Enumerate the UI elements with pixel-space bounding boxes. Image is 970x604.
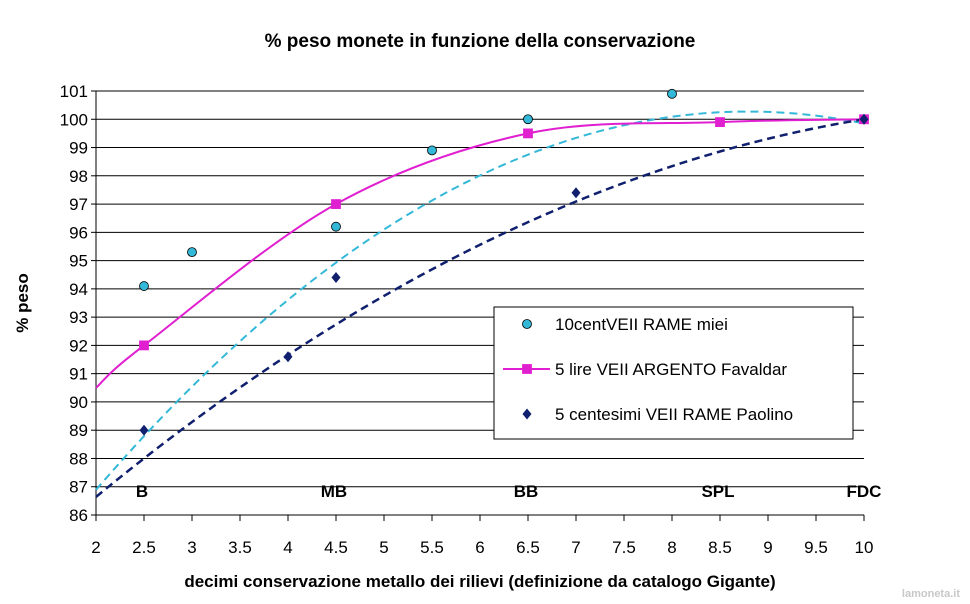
- x-tick-label: 6: [475, 538, 484, 557]
- chart-title: % peso monete in funzione della conserva…: [265, 31, 696, 52]
- x-tick-label: 5.5: [420, 538, 444, 557]
- legend: 10centVEII RAME miei 5 lire VEII ARGENTO …: [493, 306, 854, 440]
- x-tick-label: 8.5: [708, 538, 732, 557]
- y-tick-label: 94: [69, 280, 88, 299]
- grade-label: MB: [321, 482, 347, 501]
- data-point: [139, 281, 149, 291]
- y-axis-label: % peso: [13, 273, 32, 333]
- x-tick-label: 7: [571, 538, 580, 557]
- trend-line: [95, 110, 865, 491]
- x-tick-label: 2: [91, 538, 100, 557]
- y-tick-label: 92: [69, 336, 88, 355]
- x-tick-label: 7.5: [612, 538, 636, 557]
- watermark: lamoneta.it: [902, 588, 960, 600]
- legend-swatch: [522, 319, 532, 329]
- legend-box: [493, 306, 854, 440]
- series-line: [95, 118, 865, 389]
- data-point: [331, 221, 341, 232]
- data-point: [715, 117, 725, 127]
- grade-label: BB: [514, 482, 539, 501]
- y-tick-label: 97: [69, 195, 88, 214]
- grade-label: FDC: [847, 482, 882, 501]
- x-tick-label: 4: [283, 538, 292, 557]
- x-tick-label: 3: [187, 538, 196, 557]
- data-point: [139, 340, 149, 351]
- y-tick-label: 99: [69, 139, 88, 158]
- data-point: [283, 351, 293, 363]
- x-axis-ticks: 2 2.5 3 3.5 4 4.5 5 5.5 6 6.5 7 7.5 8 8.5 9 9.5 10: [91, 515, 873, 557]
- legend-swatch: [522, 364, 532, 374]
- trend-lines: [95, 110, 865, 498]
- legend-entry: 10centVEII RAME miei: [555, 315, 728, 334]
- y-tick-label: 93: [69, 308, 88, 327]
- legend-swatch: [522, 408, 532, 420]
- data-point: [331, 199, 341, 209]
- grade-label: SPL: [701, 482, 734, 501]
- x-tick-label: 5: [379, 538, 388, 557]
- legend-entry: 5 centesimi VEII RAME Paolino: [555, 405, 793, 424]
- data-point: [139, 424, 149, 436]
- x-tick-label: 9: [763, 538, 772, 557]
- y-tick-label: 88: [69, 449, 88, 468]
- data-point: [427, 145, 437, 156]
- y-tick-label: 86: [69, 506, 88, 525]
- y-tick-label: 91: [69, 365, 88, 384]
- data-point: [667, 88, 677, 99]
- legend-entry: 5 lire VEII ARGENTO Favaldar: [555, 360, 787, 379]
- x-axis-label: decimi conservazione metallo dei rilievi…: [184, 572, 775, 591]
- data-point: [331, 272, 341, 284]
- plot-area: [95, 91, 864, 516]
- y-axis-ticks: 86 87 88 89 90 91 92 93 94 95 96 97 98 99 100 101: [60, 82, 96, 525]
- x-tick-label: 2.5: [132, 538, 156, 557]
- x-tick-label: 9.5: [804, 538, 828, 557]
- data-points: [139, 88, 869, 436]
- x-tick-label: 4.5: [324, 538, 348, 557]
- data-point: [187, 247, 197, 258]
- y-tick-label: 98: [69, 167, 88, 186]
- trend-line: [95, 118, 865, 498]
- grade-label: B: [136, 482, 148, 501]
- data-point: [523, 114, 533, 125]
- y-tick-label: 96: [69, 223, 88, 242]
- x-tick-label: 3.5: [228, 538, 252, 557]
- x-tick-label: 10: [855, 538, 874, 557]
- data-point: [859, 113, 869, 125]
- y-tick-label: 95: [69, 252, 88, 271]
- data-point: [571, 187, 581, 199]
- y-tick-label: 87: [69, 478, 88, 497]
- y-tick-label: 90: [69, 393, 88, 412]
- x-tick-label: 6.5: [516, 538, 540, 557]
- x-tick-label: 8: [667, 538, 676, 557]
- data-point: [523, 128, 533, 139]
- y-tick-label: 89: [69, 421, 88, 440]
- grade-labels: B MB BB SPL FDC: [136, 482, 882, 501]
- y-tick-label: 100: [60, 110, 88, 129]
- y-tick-label: 101: [60, 82, 88, 101]
